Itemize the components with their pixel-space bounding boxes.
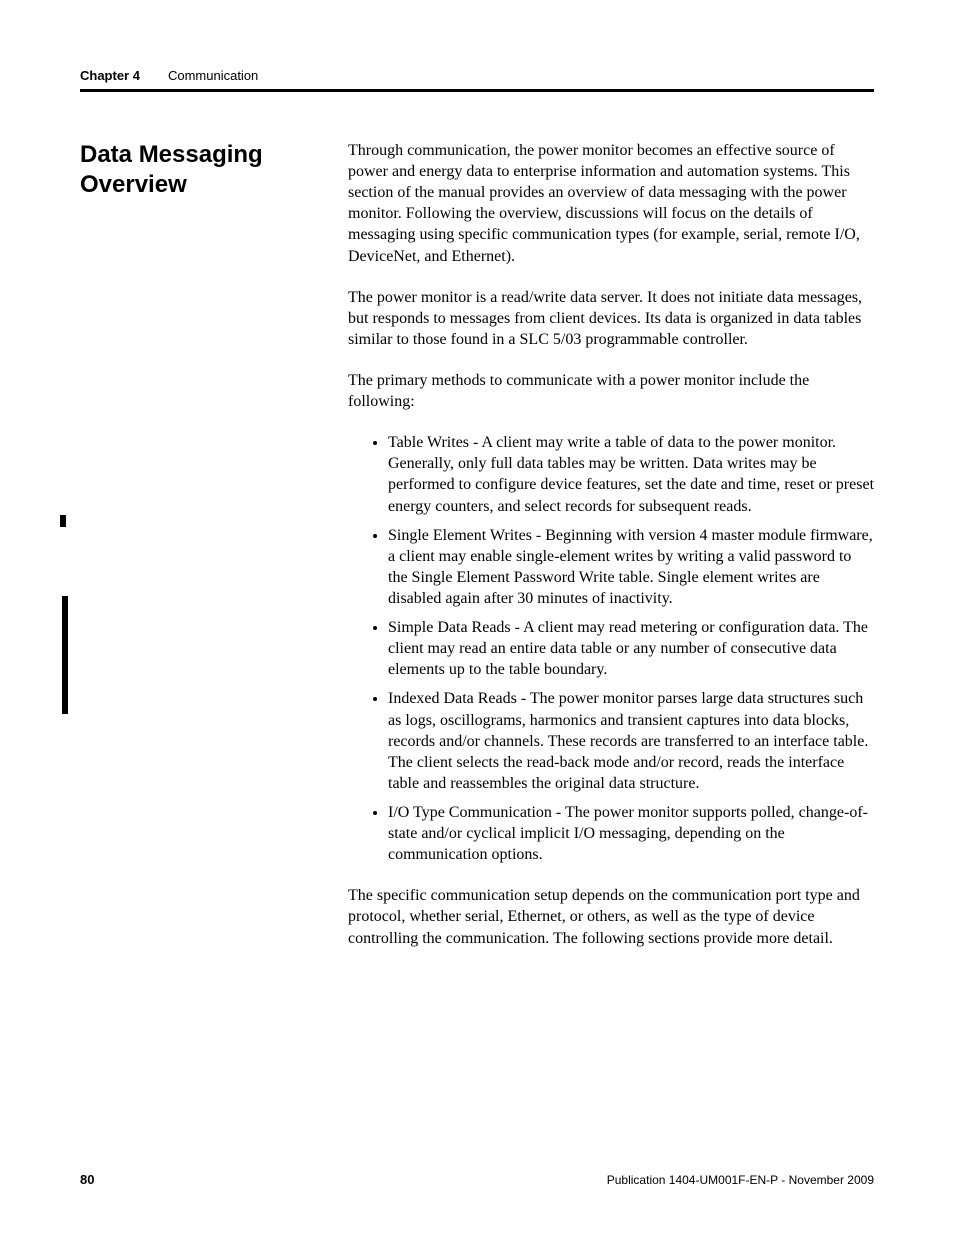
body-column: Through communication, the power monitor… <box>348 140 874 969</box>
running-header: Chapter 4 Communication <box>80 68 874 92</box>
paragraph-3: The primary methods to communicate with … <box>348 370 874 412</box>
chapter-label: Chapter 4 <box>80 68 140 83</box>
content-row: Data Messaging Overview Through communic… <box>80 140 874 969</box>
paragraph-1: Through communication, the power monitor… <box>348 140 874 267</box>
list-item: Single Element Writes - Beginning with v… <box>388 525 874 609</box>
page-footer: 80 Publication 1404-UM001F-EN-P - Novemb… <box>80 1172 874 1187</box>
paragraph-4: The specific communication setup depends… <box>348 885 874 948</box>
page-number: 80 <box>80 1172 94 1187</box>
list-item: Indexed Data Reads - The power monitor p… <box>388 688 874 794</box>
paragraph-2: The power monitor is a read/write data s… <box>348 287 874 350</box>
publication-id: Publication 1404-UM001F-EN-P - November … <box>607 1173 874 1187</box>
chapter-title: Communication <box>168 68 258 83</box>
list-item: Table Writes - A client may write a tabl… <box>388 432 874 516</box>
page: Chapter 4 Communication Data Messaging O… <box>0 0 954 1235</box>
section-heading: Data Messaging Overview <box>80 140 348 200</box>
bullet-list: Table Writes - A client may write a tabl… <box>348 432 874 865</box>
list-item: Simple Data Reads - A client may read me… <box>388 617 874 680</box>
list-item: I/O Type Communication - The power monit… <box>388 802 874 865</box>
